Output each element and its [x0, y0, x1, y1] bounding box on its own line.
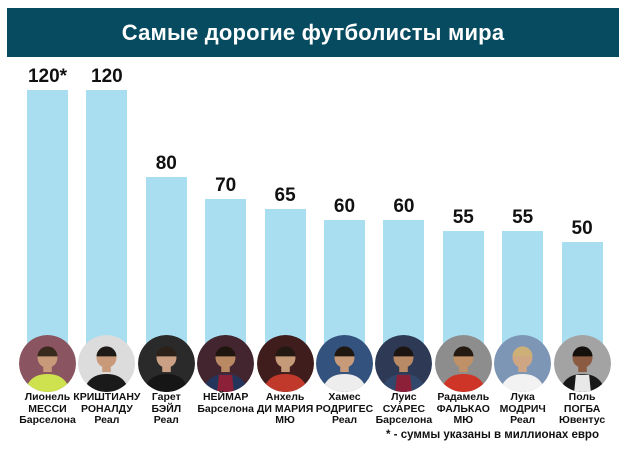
- player-name-line: Барселона: [19, 414, 76, 426]
- player-name-line: ПОГБА: [563, 402, 601, 415]
- player-name-line: Ювентус: [559, 414, 606, 426]
- value-label: 120*: [27, 66, 68, 87]
- player-name-line: Луис: [391, 391, 417, 403]
- player-name-line: Реал: [94, 414, 120, 426]
- player-name-line: Лука: [510, 391, 535, 403]
- player-photo-image: [78, 334, 136, 392]
- player-name-line: Поль: [568, 391, 596, 403]
- player-name-line: Лионель: [24, 391, 71, 403]
- player-name-line: КРИШТИАНУ: [73, 391, 141, 403]
- player-name-line: ДИ МАРИЯ: [256, 402, 314, 415]
- player-photo-image: [137, 334, 195, 392]
- player-photo: [256, 334, 314, 392]
- value-label: 60: [393, 196, 415, 218]
- title-bar: Самые дорогие футболисты мира: [7, 8, 619, 57]
- player-photo: [494, 334, 552, 392]
- player-name: Лука МОДРИЧ Реал: [487, 391, 559, 427]
- player-name-line: Реал: [331, 414, 358, 426]
- player-name: Лионель МЕССИ Барселона: [12, 391, 84, 427]
- value-bar: [86, 90, 128, 351]
- player-photo: [197, 334, 255, 392]
- player-name-line: Реал: [153, 414, 179, 426]
- player-name: НЕЙМАР Барселона: [190, 391, 262, 415]
- player-name: Луис СУА́РЕС Барселона: [368, 391, 440, 427]
- player-name-line: МЮ: [453, 414, 474, 426]
- value-bar: [383, 220, 425, 351]
- value-label: 120: [91, 66, 123, 87]
- player-photo: [553, 334, 611, 392]
- value-bar: [324, 220, 365, 351]
- player-name-line: БЭЙЛ: [151, 402, 182, 415]
- player-photo-image: [494, 334, 552, 392]
- player-name: Хамес РОДРИГЕС Реал: [309, 391, 381, 427]
- player-name-line: Барселона: [375, 414, 433, 426]
- value-label: 60: [333, 196, 356, 218]
- value-bar: [145, 176, 187, 351]
- player-name-line: НЕЙМАР: [202, 391, 249, 403]
- player-photo-image: [375, 334, 433, 392]
- player-photo: [434, 334, 492, 392]
- player-name-line: Радамель: [437, 391, 490, 403]
- player-name-line: ФАЛЬКАО: [436, 402, 490, 415]
- player-name: Гарет БЭЙЛ Реал: [130, 391, 202, 427]
- player-name-line: РОНАЛДУ: [80, 402, 133, 415]
- player-photo: [375, 334, 433, 392]
- player-name-line: РОДРИГЕС: [315, 402, 374, 415]
- player-name-line: Анхель: [265, 391, 305, 403]
- player-photo-image: [19, 334, 76, 392]
- player-photo-image: [197, 334, 255, 392]
- plot-area: 120* Лионель МЕССИ Барселона 120 КРИШТИАНУ Р…: [0, 57, 627, 451]
- value-label: 55: [452, 207, 474, 229]
- value-bar: [442, 231, 484, 351]
- value-label: 65: [274, 185, 296, 207]
- value-label: 80: [155, 152, 177, 174]
- value-bar: [205, 198, 247, 351]
- value-label: 55: [512, 207, 534, 229]
- player-photo: [78, 334, 136, 392]
- player-photo: [137, 334, 195, 392]
- player-name: Поль ПОГБА Ювентус: [546, 391, 618, 427]
- player-name-line: Реал: [510, 414, 536, 426]
- player-name-line: МЮ: [275, 414, 295, 426]
- player-name: КРИШТИАНУ РОНАЛДУ Реал: [71, 391, 143, 427]
- player-name-line: Хамес: [328, 391, 361, 403]
- chart-title: Самые дорогие футболисты мира: [121, 19, 505, 45]
- player-name-line: СУА́РЕС: [382, 402, 426, 415]
- player-photo-image: [434, 334, 492, 392]
- player-name-line: Барселона: [197, 402, 254, 415]
- player-photo-image: [553, 334, 611, 392]
- player-name: Радамель ФАЛЬКАО МЮ: [427, 391, 499, 427]
- footnote: * - суммы указаны в миллионах евро: [386, 429, 599, 441]
- value-bar: [27, 90, 68, 351]
- value-bar: [502, 231, 544, 351]
- player-photo: [316, 334, 373, 392]
- player-photo: [19, 334, 76, 392]
- player-name-line: МЕССИ: [28, 402, 67, 415]
- value-label: 70: [215, 174, 237, 196]
- player-photo-image: [256, 334, 314, 392]
- value-label: 50: [571, 217, 593, 239]
- player-name: Анхель ДИ МАРИЯ МЮ: [249, 391, 321, 427]
- player-name-line: Гарет: [151, 391, 181, 403]
- value-bar: [264, 209, 306, 351]
- player-name-line: МОДРИЧ: [499, 402, 546, 415]
- value-bar: [561, 241, 603, 351]
- player-photo-image: [316, 334, 373, 392]
